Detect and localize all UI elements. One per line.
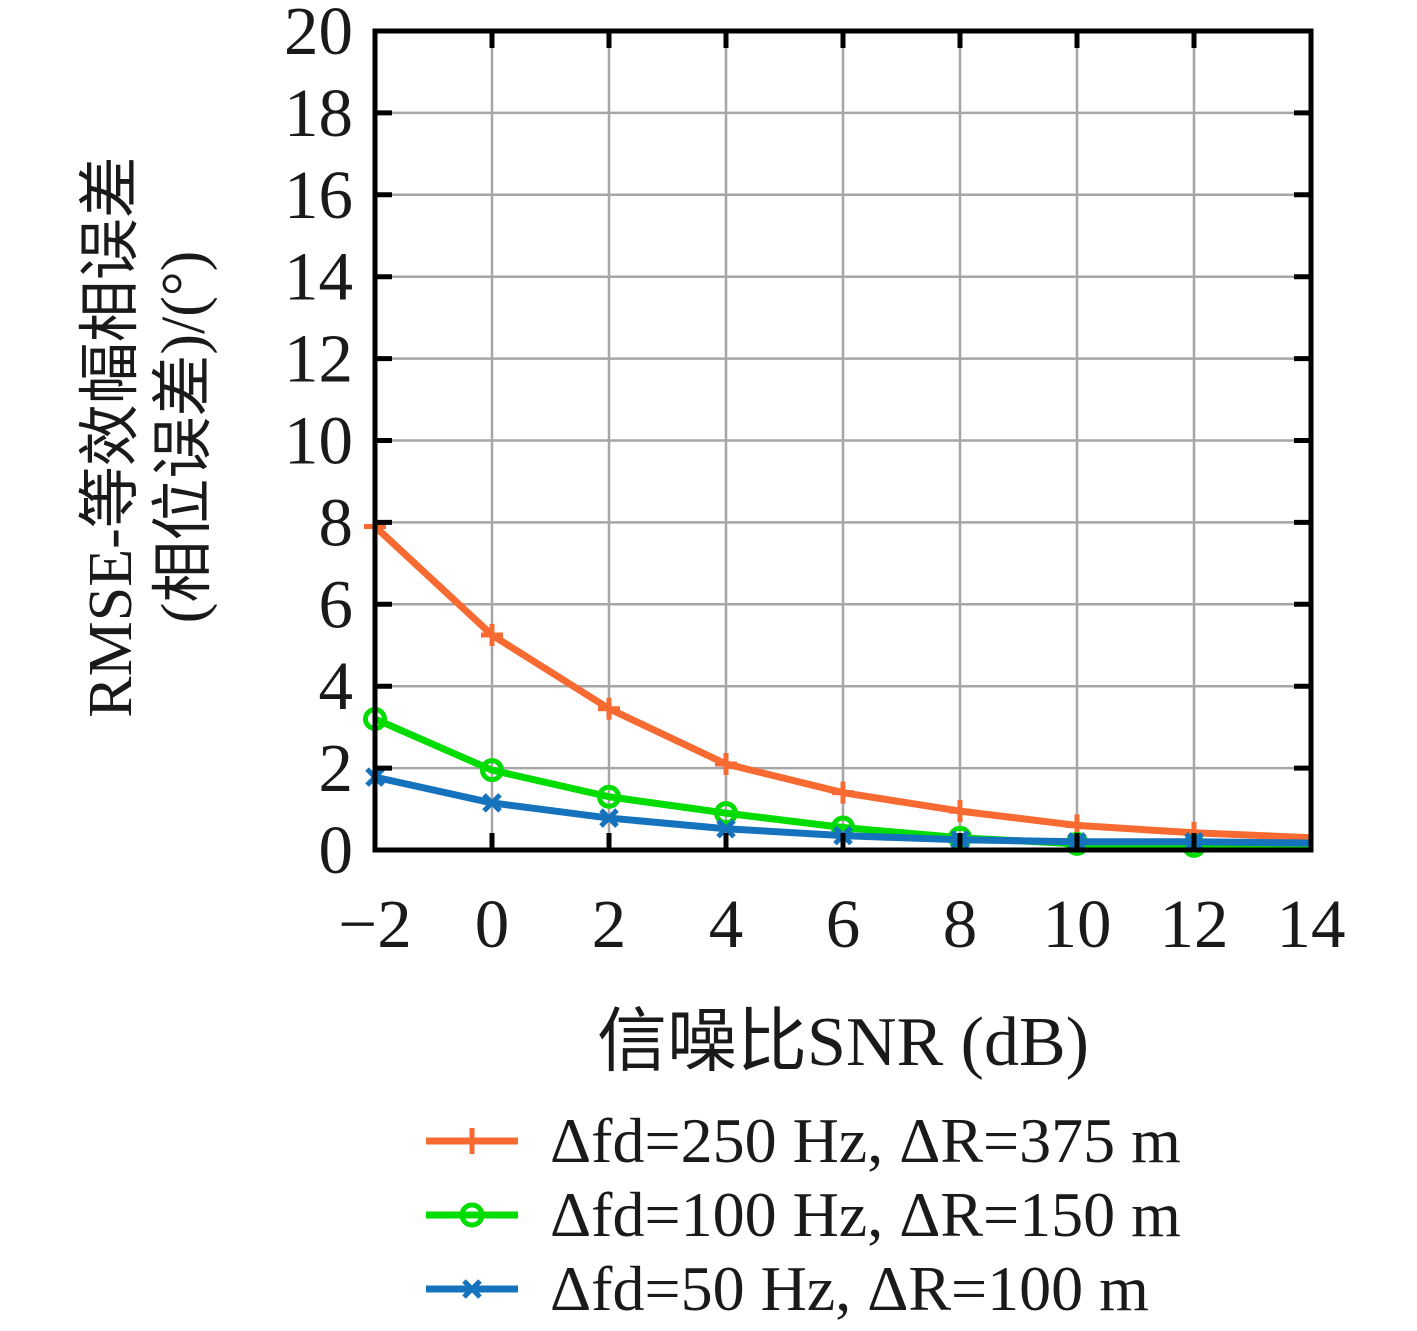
legend: Δfd=250 Hz, ΔR=375 m Δfd=100 Hz, ΔR=150 … (424, 1104, 1181, 1326)
y-tick-label: 16 (284, 157, 353, 233)
x-tick-label: 0 (475, 886, 510, 962)
legend-item-series-0: Δfd=250 Hz, ΔR=375 m (424, 1104, 1181, 1178)
y-tick-label: 2 (319, 730, 354, 806)
y-tick-label: 18 (284, 75, 353, 151)
marker-x (599, 808, 619, 828)
x-tick-label: 12 (1160, 886, 1229, 962)
x-tick-label: 8 (943, 886, 978, 962)
marker-circle (714, 801, 738, 826)
y-axis-label-line2: (相位误差)/(°) (150, 250, 218, 624)
x-tick-label: 10 (1043, 886, 1112, 962)
y-tick-label: 6 (319, 566, 354, 642)
y-tick-label: 4 (319, 648, 354, 724)
legend-marker (462, 1279, 482, 1299)
x-tick-label: 2 (592, 886, 627, 962)
marker-circle (597, 784, 621, 809)
x-tick-label: −2 (338, 886, 411, 962)
y-axis-label-line1: RMSE-等效幅相误差 (76, 156, 145, 718)
legend-marker-circle-icon (426, 1202, 518, 1228)
x-tick-label: 4 (709, 886, 744, 962)
legend-label: Δfd=250 Hz, ΔR=375 m (550, 1105, 1181, 1176)
y-tick-label: 20 (284, 0, 353, 69)
legend-marker (459, 1202, 485, 1228)
y-axis-label: RMSE-等效幅相误差 (相位误差)/(°) (75, 156, 221, 717)
legend-label: Δfd=100 Hz, ΔR=150 m (550, 1179, 1181, 1250)
marker-circle (480, 758, 504, 783)
x-axis-label: 信噪比SNR (dB) (597, 1004, 1089, 1081)
marker-x (716, 818, 736, 839)
y-tick-label: 0 (319, 812, 354, 888)
legend-label: Δfd=50 Hz, ΔR=100 m (550, 1253, 1149, 1324)
legend-marker-x-icon (426, 1279, 518, 1299)
marker-x (482, 793, 502, 813)
y-tick-label: 8 (319, 484, 354, 560)
legend-item-series-1: Δfd=100 Hz, ΔR=150 m (424, 1178, 1181, 1252)
x-tick-label: 14 (1277, 886, 1346, 962)
x-tick-label: 6 (826, 886, 861, 962)
legend-marker-plus-icon (426, 1128, 518, 1154)
y-tick-label: 10 (284, 403, 353, 479)
y-tick-label: 12 (284, 321, 353, 397)
legend-item-series-2: Δfd=50 Hz, ΔR=100 m (424, 1252, 1181, 1326)
y-tick-label: 14 (284, 239, 353, 315)
